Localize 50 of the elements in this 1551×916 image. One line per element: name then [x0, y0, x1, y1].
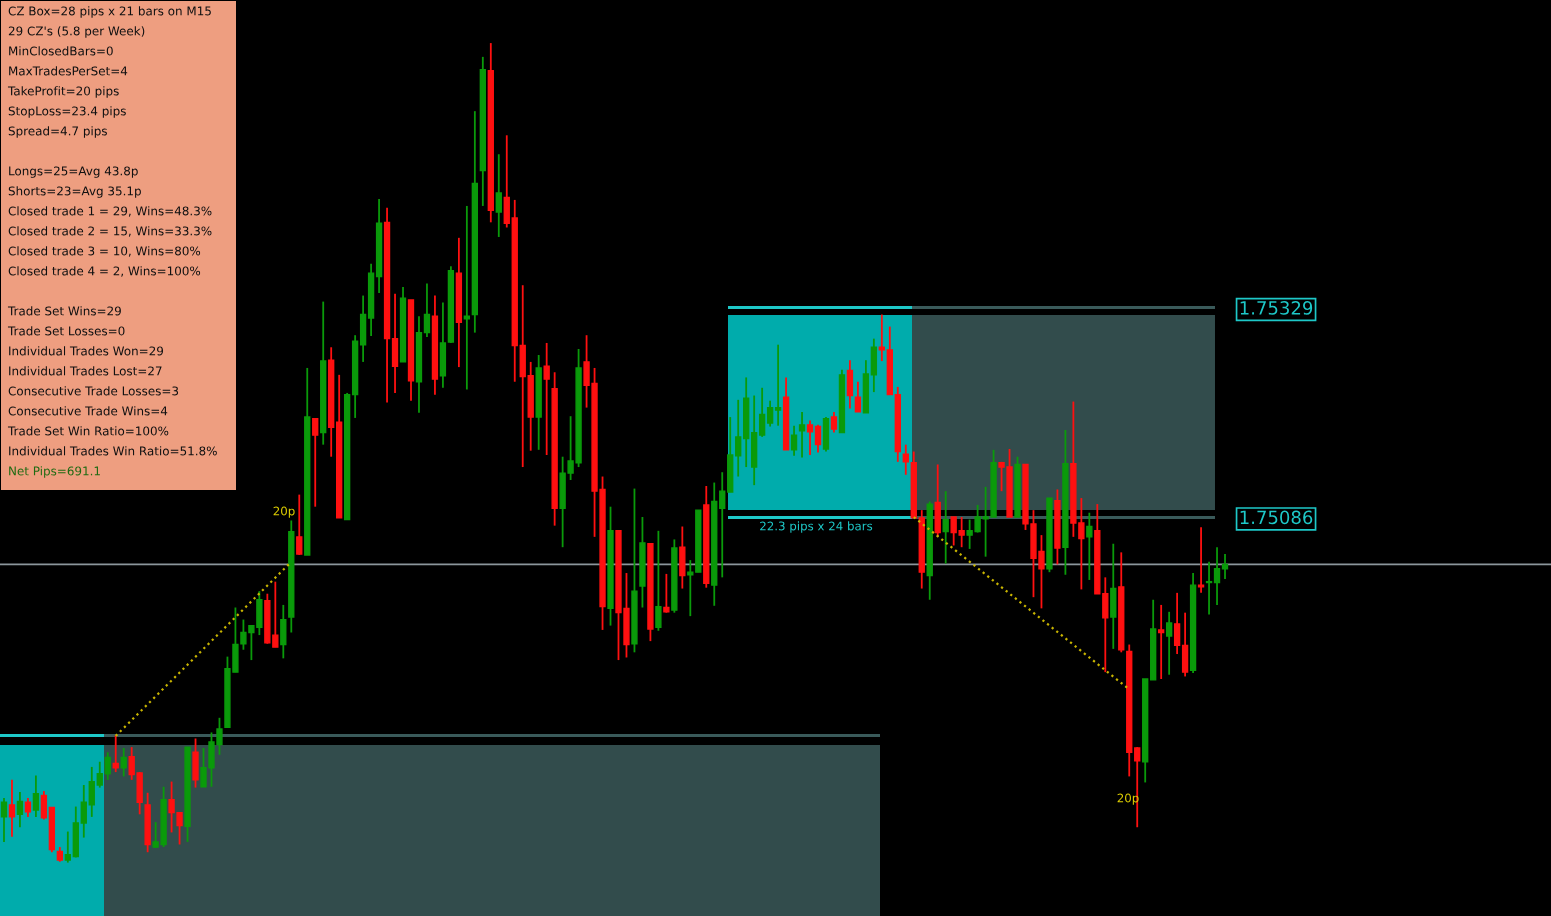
candlestick: [40, 790, 48, 821]
annotation: CZ Box=28 pips x 21 bars on M15 29 CZ's (5.8 per Week) MinClosedBars=0 MaxTradesPerSet=4 TakeProfit=20 pips StopLoss=23.4 pips Spread=4.7 pips: [7, 6, 211, 138]
candlestick: [1173, 591, 1181, 655]
candlestick: [96, 760, 103, 789]
candlestick: [878, 313, 886, 362]
candlestick: [687, 559, 694, 618]
candlestick: [1197, 526, 1205, 594]
annotation: 20p: [273, 506, 295, 518]
candlestick: [32, 774, 40, 818]
candlestick: [463, 205, 471, 391]
candlestick: [663, 572, 670, 614]
candlestick: [24, 797, 32, 818]
annotation: 22.3 pips x 24 bars: [760, 521, 873, 533]
y-tick-label: 1.75329: [1240, 301, 1313, 315]
candlestick: [1086, 511, 1093, 581]
candlestick: [423, 282, 431, 338]
y-tick-label: 1.75086: [1240, 510, 1313, 525]
candlestick: [543, 342, 550, 456]
candlestick: [296, 493, 303, 556]
candlestick: [758, 386, 766, 438]
candlestick: [719, 471, 726, 579]
candlestick: [854, 380, 862, 413]
candlestick: [790, 424, 798, 457]
candlestick: [774, 343, 782, 427]
candlestick: [1213, 546, 1221, 606]
annotation: Longs=25=Avg 43.8p Shorts=23=Avg 35.1p Closed trade 1 = 29, Wins=48.3% Closed trade 2 = 15, Wins=33.3% Closed trade 3 = 10, Wins=80% Closed trade 4 = 2, Wins=100%: [8, 166, 212, 277]
candlestick: [806, 419, 814, 456]
candlestick: [814, 423, 822, 454]
candlestick: [902, 443, 909, 476]
candlestick: [16, 791, 24, 829]
candlestick: [798, 410, 806, 459]
candlestick: [312, 417, 319, 508]
candlestick: [80, 784, 87, 839]
candlestick: [120, 747, 127, 778]
candlestick: [104, 751, 111, 781]
candlestick: [1165, 610, 1173, 676]
candlestick: [735, 398, 742, 478]
candlestick: [655, 529, 662, 632]
candlestick: [8, 778, 16, 838]
candlestick: [1157, 604, 1165, 680]
candlestick: [88, 766, 95, 818]
candlestick: [64, 830, 72, 864]
candlestick: [495, 153, 502, 238]
annotation: Net Pips=691.1: [9, 466, 100, 478]
candlestick: [942, 490, 949, 565]
candlestick: [766, 399, 774, 428]
candlestick: [1205, 560, 1213, 616]
candlestick: [0, 797, 8, 843]
annotation: Trade Set Wins=29 Trade Set Losses=0 Individual Trades Won=29 Individual Trades Lost=27 Consecutive Trade Losses=3 Consecutive Trade Wins=4 Trade Set Win Ratio=100% Individual Trades Win Ratio=51.8%: [7, 306, 217, 456]
candlestick: [830, 410, 838, 434]
